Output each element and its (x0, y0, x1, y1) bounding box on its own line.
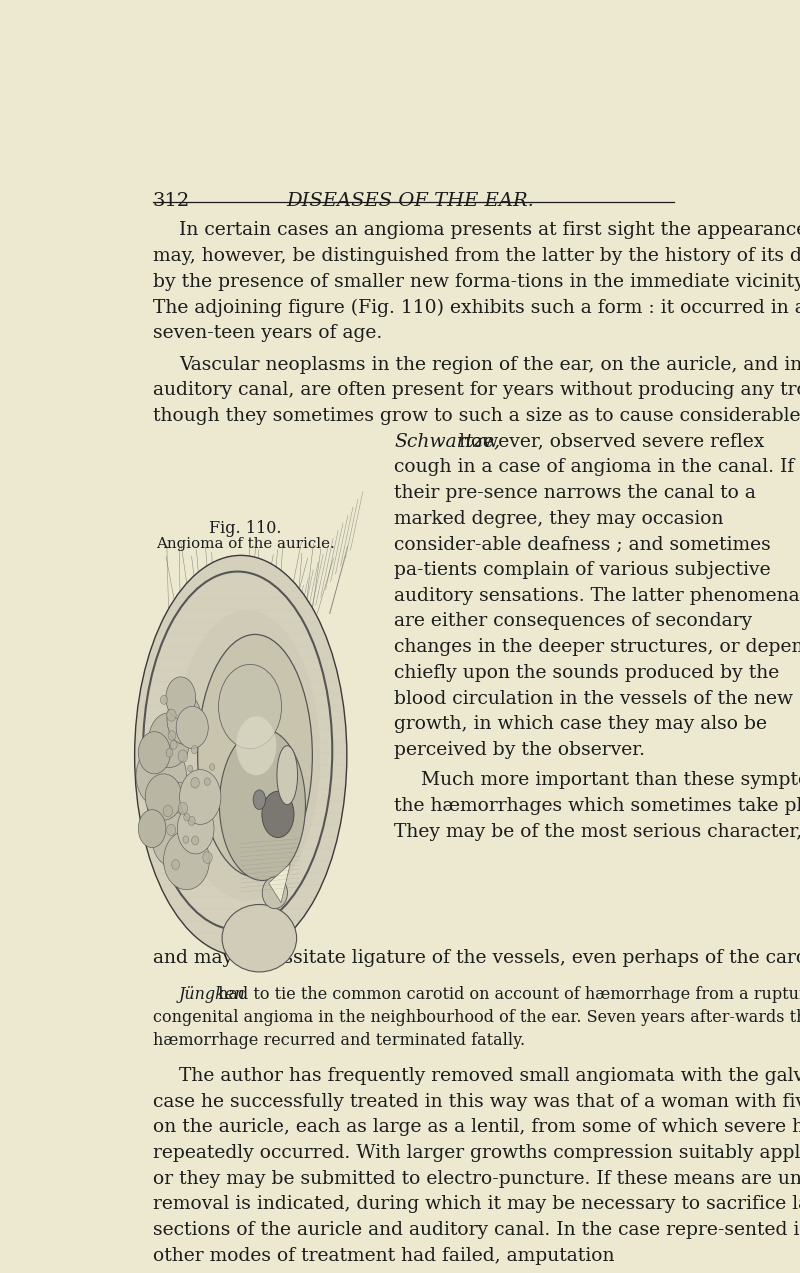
Ellipse shape (166, 709, 176, 722)
Text: cough in a case of angioma in the canal. If: cough in a case of angioma in the canal.… (394, 458, 794, 476)
Ellipse shape (204, 778, 210, 785)
Text: In certain cases an angioma presents at first sight the appearance of an othæmat: In certain cases an angioma presents at … (178, 222, 800, 239)
Ellipse shape (178, 803, 214, 854)
Ellipse shape (180, 770, 221, 825)
Text: hæmorrhage recurred and terminated fatally.: hæmorrhage recurred and terminated fatal… (153, 1032, 525, 1049)
Ellipse shape (163, 831, 210, 890)
Ellipse shape (222, 905, 297, 971)
Text: other modes of treatment had failed, amputation: other modes of treatment had failed, amp… (153, 1246, 614, 1265)
Ellipse shape (163, 806, 173, 817)
Ellipse shape (277, 746, 298, 805)
Ellipse shape (219, 728, 306, 881)
Ellipse shape (138, 810, 166, 848)
Text: the hæmorrhages which sometimes take place.: the hæmorrhages which sometimes take pla… (394, 797, 800, 815)
Ellipse shape (236, 717, 276, 775)
Ellipse shape (134, 555, 347, 956)
Text: They may be of the most serious character,: They may be of the most serious characte… (394, 822, 800, 841)
Ellipse shape (191, 836, 198, 845)
Ellipse shape (145, 774, 182, 820)
Text: however, observed severe reflex: however, observed severe reflex (454, 433, 765, 451)
Text: pa-tients complain of various subjective: pa-tients complain of various subjective (394, 561, 771, 579)
Ellipse shape (262, 877, 287, 909)
Text: The adjoining figure (Fig. 110) exhibits such a form : it occurred in a shepherd: The adjoining figure (Fig. 110) exhibits… (153, 298, 800, 317)
Ellipse shape (210, 764, 215, 770)
Text: DISEASES OF THE EAR.: DISEASES OF THE EAR. (286, 192, 534, 210)
Ellipse shape (166, 824, 176, 835)
Text: auditory sensations. The latter phenomena: auditory sensations. The latter phenomen… (394, 587, 800, 605)
Ellipse shape (154, 782, 200, 841)
Text: had to tie the common carotid on account of hæmorrhage from a ruptured: had to tie the common carotid on account… (213, 987, 800, 1003)
Ellipse shape (203, 852, 212, 863)
Ellipse shape (183, 836, 189, 843)
Text: perceived by the observer.: perceived by the observer. (394, 741, 646, 759)
Ellipse shape (138, 732, 170, 774)
Text: removal is indicated, during which it may be necessary to sacrifice larger or sm: removal is indicated, during which it ma… (153, 1195, 800, 1213)
Ellipse shape (188, 765, 193, 771)
Ellipse shape (172, 859, 179, 869)
Text: Vascular neoplasms in the region of the ear, on the auricle, and in the external: Vascular neoplasms in the region of the … (178, 355, 800, 374)
Text: by the presence of smaller new forma-tions in the immediate vicinity of the larg: by the presence of smaller new forma-tio… (153, 272, 800, 290)
Ellipse shape (166, 749, 173, 757)
Ellipse shape (166, 677, 196, 719)
Ellipse shape (174, 610, 320, 901)
Text: congenital angioma in the neighbourhood of the ear. Seven years after-wards the: congenital angioma in the neighbourhood … (153, 1009, 800, 1026)
Polygon shape (269, 863, 290, 903)
Text: their pre-sence narrows the canal to a: their pre-sence narrows the canal to a (394, 484, 756, 502)
Ellipse shape (160, 695, 167, 704)
Text: and may necessitate ligature of the vessels, even perhaps of the carotid.: and may necessitate ligature of the vess… (153, 948, 800, 966)
Text: growth, in which case they may also be: growth, in which case they may also be (394, 715, 767, 733)
Text: blood circulation in the vessels of the new: blood circulation in the vessels of the … (394, 690, 794, 708)
Text: may, however, be distinguished from the latter by the history of its development: may, however, be distinguished from the … (153, 247, 800, 265)
Text: auditory canal, are often present for years without producing any troublesome sy: auditory canal, are often present for ye… (153, 382, 800, 400)
Ellipse shape (191, 778, 199, 788)
Ellipse shape (178, 750, 188, 763)
Ellipse shape (136, 745, 186, 807)
Ellipse shape (198, 634, 312, 877)
Ellipse shape (167, 694, 202, 745)
Text: consider-able deafness ; and sometimes: consider-able deafness ; and sometimes (394, 536, 771, 554)
Text: on the auricle, each as large as a lentil, from some of which severe hæmorrhage: on the auricle, each as large as a lenti… (153, 1119, 800, 1137)
Text: marked degree, they may occasion: marked degree, they may occasion (394, 509, 724, 528)
Text: repeatedly occurred. With larger growths compression suitably applied may be emp: repeatedly occurred. With larger growths… (153, 1144, 800, 1162)
Ellipse shape (149, 713, 190, 768)
Text: Much more important than these symptoms are: Much more important than these symptoms … (421, 771, 800, 789)
Ellipse shape (262, 792, 294, 838)
Text: are either consequences of secondary: are either consequences of secondary (394, 612, 753, 630)
Text: changes in the deeper structures, or depend: changes in the deeper structures, or dep… (394, 638, 800, 656)
Ellipse shape (191, 746, 198, 754)
Text: though they sometimes grow to such a size as to cause considerable disfigure-men: though they sometimes grow to such a siz… (153, 407, 800, 425)
Text: The author has frequently removed small angiomata with the galvano-cautery. The : The author has frequently removed small … (178, 1067, 800, 1085)
Text: sections of the auricle and auditory canal. In the case repre-sented in Fig. 110: sections of the auricle and auditory can… (153, 1221, 800, 1239)
Text: Angioma of the auricle.: Angioma of the auricle. (156, 537, 335, 551)
Text: case he successfully treated in this way was that of a woman with five vascular : case he successfully treated in this way… (153, 1092, 800, 1110)
Text: Fig. 110.: Fig. 110. (210, 521, 282, 537)
Ellipse shape (188, 816, 195, 825)
Ellipse shape (168, 731, 176, 741)
Circle shape (253, 789, 266, 810)
Text: Schwartze,: Schwartze, (394, 433, 501, 451)
Ellipse shape (176, 707, 208, 749)
Text: seven-teen years of age.: seven-teen years of age. (153, 325, 382, 342)
Text: 312: 312 (153, 192, 190, 210)
Text: chiefly upon the sounds produced by the: chiefly upon the sounds produced by the (394, 663, 780, 682)
Ellipse shape (170, 741, 177, 750)
Text: or they may be submitted to electro-puncture. If these means are unsuccessful, t: or they may be submitted to electro-punc… (153, 1170, 800, 1188)
Ellipse shape (152, 812, 194, 867)
Ellipse shape (178, 802, 188, 815)
Ellipse shape (184, 813, 190, 821)
Text: Jüngken: Jüngken (178, 987, 246, 1003)
Ellipse shape (218, 665, 282, 749)
